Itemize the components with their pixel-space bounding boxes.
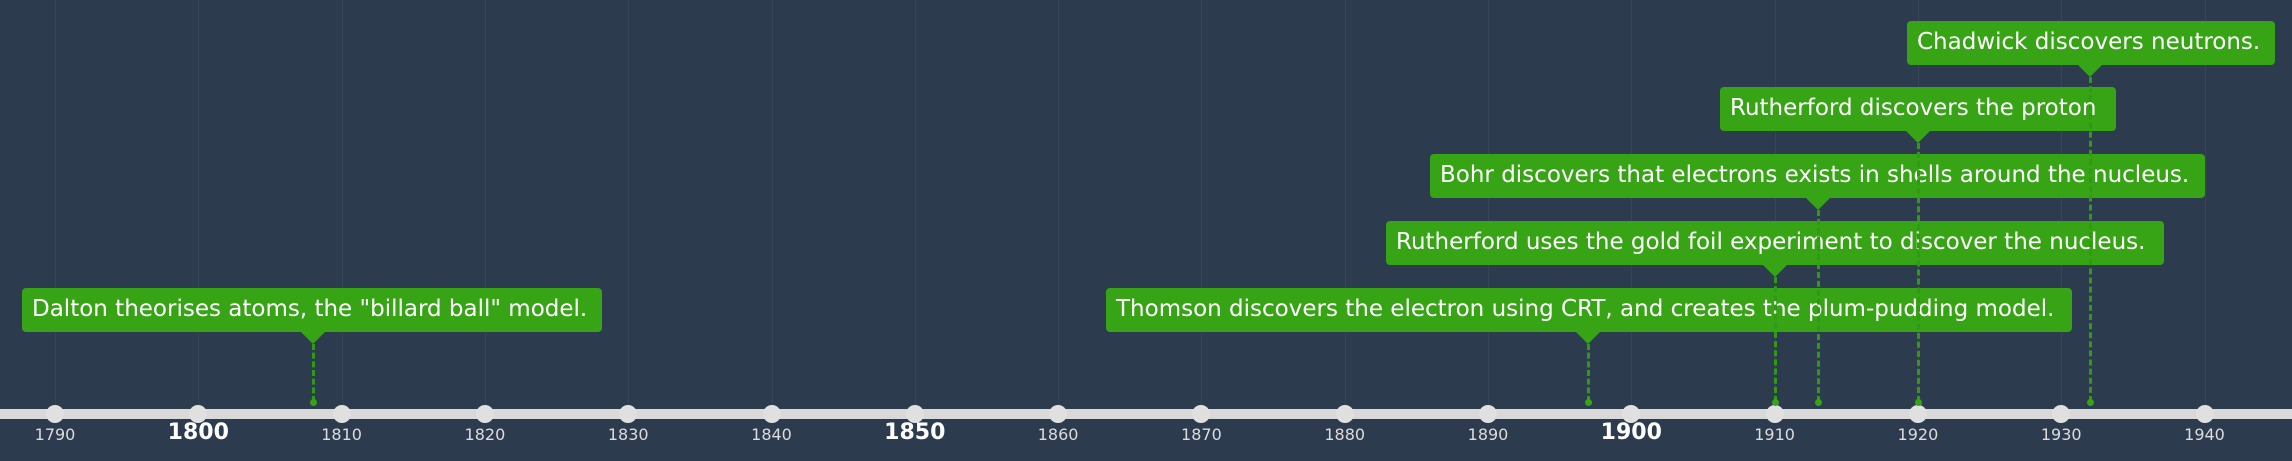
tick-label: 1870: [1181, 425, 1222, 444]
event-connector: [311, 344, 315, 402]
tick-label: 1810: [321, 425, 362, 444]
tick-label: 1910: [1754, 425, 1795, 444]
tick-dot: [1622, 405, 1641, 423]
tick-dot: [1192, 405, 1211, 423]
tick-dot: [475, 405, 494, 423]
gridline: [2204, 0, 2206, 412]
event-text: Rutherford uses the gold foil experiment…: [1396, 229, 2146, 255]
tick-label: 1940: [2184, 425, 2225, 444]
tick-dot: [619, 405, 638, 423]
tick-label: 1790: [34, 425, 76, 444]
event-connector: [2088, 77, 2092, 402]
gridline: [484, 0, 486, 412]
tick-label: 1890: [1467, 425, 1509, 444]
tick-dot: [46, 405, 64, 423]
tick-label: 1840: [751, 425, 792, 444]
gridline: [55, 0, 56, 412]
event-connector: [1587, 344, 1591, 402]
tick-dot: [1049, 405, 1068, 423]
event-marker: [1914, 399, 1922, 406]
tick-dot: [1765, 405, 1784, 423]
tick-label: 1850: [884, 420, 946, 445]
tick-dot: [1479, 405, 1497, 423]
event-pointer: [299, 331, 326, 344]
event-marker: [2086, 399, 2094, 406]
tick-dot: [1908, 405, 1927, 423]
tick-label: 1830: [607, 425, 649, 444]
event-connector: [1816, 210, 1820, 402]
tick-dot: [762, 405, 781, 423]
event-text: Rutherford discovers the proton: [1730, 95, 2097, 121]
tick-dot: [905, 405, 924, 423]
gridline: [771, 0, 773, 412]
gridline: [1201, 0, 1203, 412]
tick-dot: [1335, 405, 1354, 423]
gridline: [198, 0, 200, 412]
gridline: [1488, 0, 1489, 412]
event-label[interactable]: Rutherford uses the gold foil experiment…: [1386, 221, 2164, 277]
event-connector: [1916, 143, 1920, 402]
event-text: Thomson discovers the electron using CRT…: [1116, 296, 2055, 322]
event-label[interactable]: Thomson discovers the electron using CRT…: [1106, 288, 2072, 344]
tick-label: 1860: [1037, 425, 1079, 444]
tick-label: 1900: [1600, 420, 1662, 445]
event-marker: [1771, 399, 1779, 406]
gridline: [1631, 0, 1633, 412]
event-text: Chadwick discovers neutrons.: [1917, 29, 2261, 55]
tick-label: 1920: [1897, 425, 1939, 444]
gridline: [1058, 0, 1060, 412]
event-label[interactable]: Bohr discovers that electrons exists in …: [1430, 154, 2205, 210]
gridline: [2061, 0, 2063, 412]
tick-dot: [189, 405, 208, 423]
tick-label: 1880: [1324, 425, 1366, 444]
event-label[interactable]: Rutherford discovers the proton: [1720, 87, 2116, 143]
event-label[interactable]: Dalton theorises atoms, the "billard bal…: [22, 288, 602, 344]
event-pointer: [1761, 264, 1788, 277]
tick-dot: [332, 405, 351, 423]
tick-label: 1800: [167, 420, 229, 445]
event-marker: [1814, 399, 1822, 406]
gridline: [341, 0, 343, 412]
gridline: [1774, 0, 1776, 412]
timeline-axis: [0, 409, 2292, 419]
event-label[interactable]: Chadwick discovers neutrons.: [1907, 21, 2275, 77]
gridline: [914, 0, 916, 412]
tick-label: 1930: [2040, 425, 2082, 444]
event-marker: [309, 399, 317, 406]
event-pointer: [1804, 197, 1831, 210]
gridline: [628, 0, 630, 412]
event-pointer: [2076, 64, 2103, 77]
event-marker: [1585, 399, 1593, 406]
tick-dot: [2052, 405, 2071, 423]
event-pointer: [1575, 331, 1602, 344]
gridline: [1344, 0, 1346, 412]
event-pointer: [1904, 130, 1931, 143]
event-text: Dalton theorises atoms, the "billard bal…: [32, 296, 588, 322]
tick-dot: [2195, 405, 2214, 423]
event-text: Bohr discovers that electrons exists in …: [1440, 162, 2190, 188]
event-connector: [1773, 277, 1777, 402]
tick-label: 1820: [464, 425, 506, 444]
